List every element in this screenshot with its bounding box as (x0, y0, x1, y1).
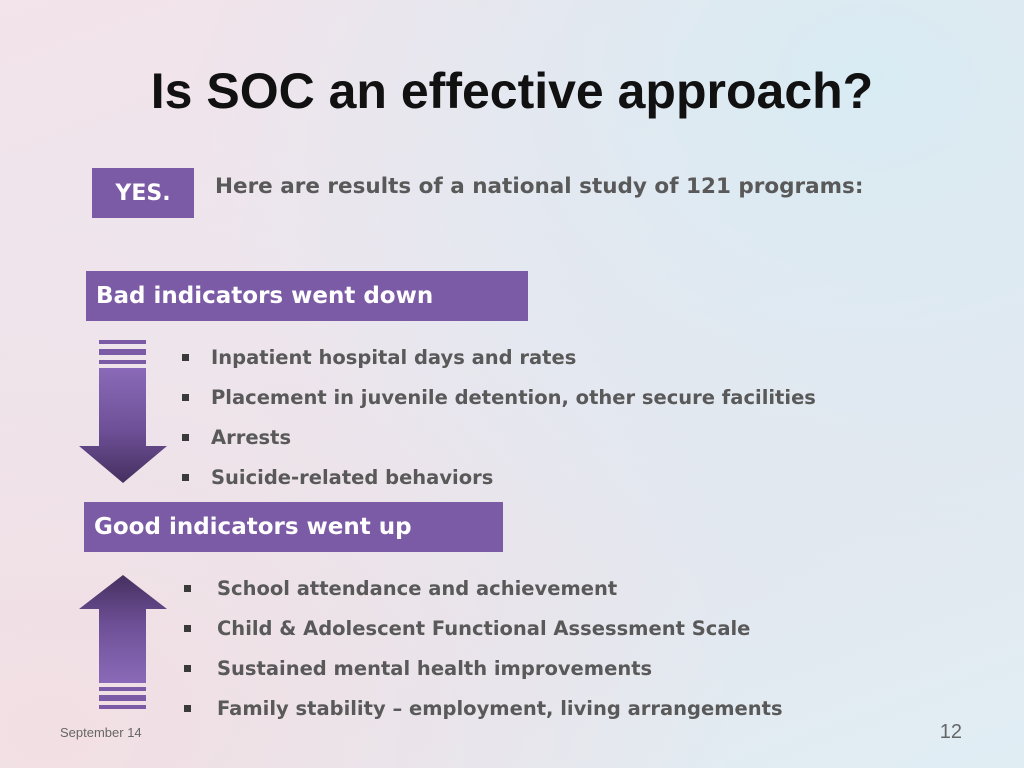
square-bullet-icon (182, 393, 189, 401)
list-item: Arrests (180, 417, 816, 457)
list-item-text: Inpatient hospital days and rates (211, 345, 577, 369)
list-item-text: Arrests (211, 425, 292, 449)
list-item-text: Family stability – employment, living ar… (217, 696, 783, 720)
square-bullet-icon (182, 473, 189, 481)
list-item: Sustained mental health improvements (182, 648, 783, 688)
good-indicators-list: School attendance and achievement Child … (182, 568, 783, 728)
answer-badge: YES. (92, 168, 194, 218)
square-bullet-icon (184, 664, 191, 672)
list-item: Placement in juvenile detention, other s… (180, 377, 816, 417)
square-bullet-icon (184, 584, 191, 592)
list-item: Child & Adolescent Functional Assessment… (182, 608, 783, 648)
down-arrow-icon (79, 340, 167, 483)
bad-indicators-list: Inpatient hospital days and rates Placem… (180, 337, 816, 497)
list-item-text: Placement in juvenile detention, other s… (211, 385, 816, 409)
list-item: Inpatient hospital days and rates (180, 337, 816, 377)
list-item: School attendance and achievement (182, 568, 783, 608)
list-item-text: Child & Adolescent Functional Assessment… (217, 616, 751, 640)
slide-title: Is SOC an effective approach? (150, 63, 874, 119)
square-bullet-icon (182, 433, 189, 441)
list-item-text: School attendance and achievement (217, 576, 618, 600)
good-indicators-header: Good indicators went up (84, 502, 503, 552)
square-bullet-icon (184, 704, 191, 712)
page-number: 12 (939, 721, 962, 743)
list-item-text: Suicide-related behaviors (211, 465, 494, 489)
up-arrow-icon (79, 575, 167, 709)
square-bullet-icon (184, 624, 191, 632)
list-item: Suicide-related behaviors (180, 457, 816, 497)
bad-indicators-header: Bad indicators went down (86, 271, 528, 321)
intro-text: Here are results of a national study of … (215, 174, 864, 199)
list-item: Family stability – employment, living ar… (182, 688, 783, 728)
list-item-text: Sustained mental health improvements (217, 656, 653, 680)
square-bullet-icon (182, 353, 189, 361)
footer-date: September 14 (60, 725, 142, 740)
